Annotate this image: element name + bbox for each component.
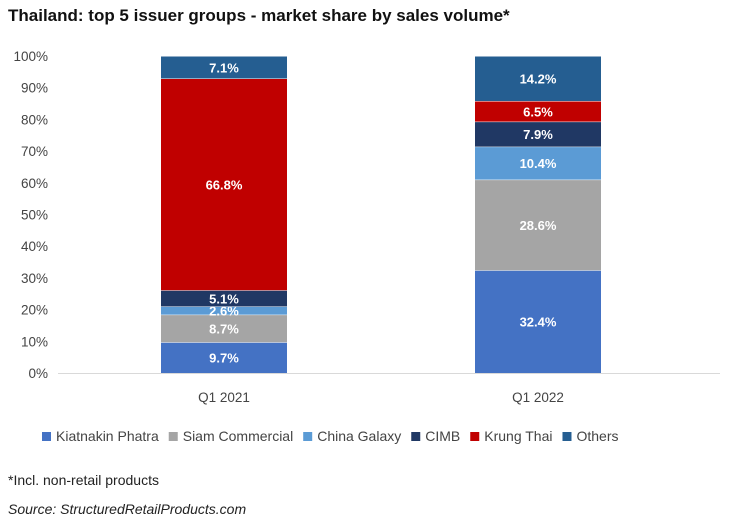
- bar-stack: 9.7% 8.7% 2.6%5.1% 66.8% 7.1%: [161, 55, 287, 373]
- bar-segment: [475, 270, 601, 373]
- legend-swatch: [470, 432, 480, 441]
- legend-swatch: [168, 432, 178, 441]
- data-label: 28.6%: [520, 218, 557, 233]
- y-axis: 0% 10% 20% 30% 40% 50% 60% 70% 80% 90% 100%: [13, 49, 720, 381]
- legend-item: Krung Thai: [470, 428, 552, 444]
- data-label: 32.4%: [520, 315, 557, 330]
- legend-label: CIMB: [425, 428, 460, 444]
- legend-swatch: [562, 432, 572, 441]
- data-label: 2.6%: [209, 304, 239, 319]
- data-label: 6.5%: [523, 104, 553, 119]
- data-label: 7.1%: [209, 60, 239, 75]
- legend-item: China Galaxy: [303, 428, 401, 444]
- y-tick-label: 10%: [21, 334, 48, 349]
- legend-label: Krung Thai: [484, 428, 552, 444]
- data-label: 66.8%: [206, 177, 243, 192]
- bar-segment: [161, 314, 287, 343]
- y-tick-label: 70%: [21, 144, 48, 159]
- footnote: *Incl. non-retail products: [8, 472, 159, 488]
- legend-item: Siam Commercial: [168, 428, 293, 444]
- y-tick-label: 20%: [21, 303, 48, 318]
- y-tick-label: 90%: [21, 81, 48, 96]
- x-tick-label: Q1 2022: [512, 390, 564, 405]
- bar-segment: [475, 146, 601, 180]
- data-label: 7.9%: [523, 127, 553, 142]
- y-tick-label: 60%: [21, 176, 48, 191]
- bar-segment: [475, 56, 601, 102]
- y-tick-label: 80%: [21, 112, 48, 127]
- data-label: 5.1%: [209, 291, 239, 306]
- legend-swatch: [411, 432, 421, 441]
- bar-segment: [161, 78, 287, 291]
- bar-segment: [161, 290, 287, 307]
- legend-label: Others: [576, 428, 618, 444]
- y-tick-label: 40%: [21, 239, 48, 254]
- bar-segment: [161, 56, 287, 79]
- legend-label: China Galaxy: [317, 428, 401, 444]
- source-note: Source: StructuredRetailProducts.com: [8, 501, 247, 517]
- x-axis: Q1 2021 Q1 2022: [198, 390, 564, 405]
- legend-swatch: [42, 432, 51, 441]
- bar-segment: [161, 342, 287, 373]
- legend-item: Others: [562, 428, 619, 444]
- y-tick-label: 30%: [21, 271, 48, 286]
- legend-label: Siam Commercial: [183, 428, 293, 444]
- bar-segment: [161, 306, 287, 315]
- y-tick-label: 50%: [21, 208, 48, 223]
- legend-item: Kiatnakin Phatra: [42, 428, 159, 444]
- bar-segment: [475, 121, 601, 147]
- bar-segment: [475, 179, 601, 271]
- legend: Kiatnakin Phatra Siam Commercial China Gal…: [42, 428, 619, 444]
- x-tick-label: Q1 2021: [198, 390, 250, 405]
- legend-swatch: [303, 432, 313, 441]
- legend-label: Kiatnakin Phatra: [56, 428, 159, 444]
- chart-title: Thailand: top 5 issuer groups - market s…: [8, 6, 510, 25]
- y-tick-label: 0%: [28, 366, 48, 381]
- data-label: 9.7%: [209, 351, 239, 366]
- bar-stack: 32.4% 28.6% 10.4% 7.9% 6.5% 14.2%: [475, 55, 601, 373]
- data-label: 10.4%: [520, 156, 557, 171]
- bar-area: 9.7% 8.7% 2.6%5.1% 66.8% 7.1% 32.4% 28.6% 10.4%…: [161, 55, 601, 373]
- legend-item: CIMB: [411, 428, 460, 444]
- bar-segment: [475, 101, 601, 122]
- y-tick-label: 100%: [13, 49, 48, 64]
- data-label: 8.7%: [209, 321, 239, 336]
- data-label: 14.2%: [520, 72, 557, 87]
